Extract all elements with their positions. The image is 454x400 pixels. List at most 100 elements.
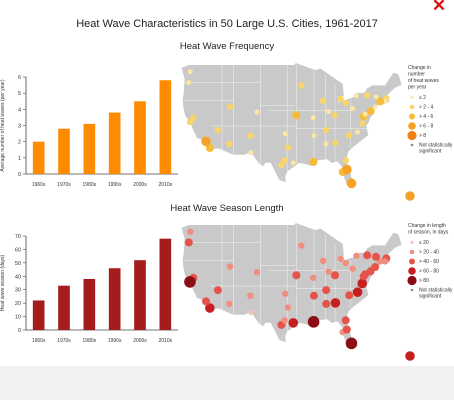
- city-marker: [355, 129, 361, 135]
- legend-ns-label: significant: [419, 149, 442, 155]
- close-icon[interactable]: ✕: [431, 0, 447, 15]
- city-marker: [226, 140, 233, 148]
- legend-item: > 60 - 80: [419, 269, 439, 275]
- y-tick-label: 40: [15, 274, 21, 280]
- legend-ns-swatch: [410, 288, 414, 292]
- city-marker: [325, 268, 332, 275]
- legend-item: > 8: [419, 133, 426, 139]
- x-tick-label: 1970s: [57, 338, 71, 344]
- city-marker: [281, 317, 288, 324]
- city-marker: [281, 157, 288, 164]
- city-marker: [278, 161, 285, 169]
- legend-item: > 2 - 4: [419, 105, 434, 111]
- y-tick-label: 0: [18, 172, 21, 178]
- city-marker: [187, 69, 193, 75]
- city-marker: [331, 271, 340, 280]
- legend-item: > 20 - 40: [419, 250, 439, 256]
- x-tick-label: 1960s: [32, 182, 46, 188]
- city-marker: [284, 304, 292, 311]
- city-marker: [205, 303, 215, 313]
- city-marker: [363, 251, 372, 260]
- city-marker: [248, 150, 254, 156]
- city-marker: [342, 99, 349, 107]
- bar-2000s: [134, 101, 146, 174]
- city-marker: [342, 325, 351, 334]
- y-tick-label: 70: [15, 234, 21, 240]
- city-marker: [310, 274, 317, 282]
- bar-1970s: [58, 285, 70, 330]
- city-marker: [341, 316, 350, 325]
- inset-marker: [405, 351, 415, 361]
- legend-title: Change in: [408, 65, 431, 71]
- legend-ns-label: Not statistically: [419, 143, 453, 149]
- city-marker: [352, 287, 363, 297]
- y-tick-label: 1: [18, 156, 21, 162]
- main-title: Heat Wave Characteristics in 50 Large U.…: [76, 18, 378, 30]
- y-tick-label: 10: [15, 315, 21, 321]
- y-tick-label: 4: [18, 107, 21, 113]
- city-marker: [248, 310, 254, 316]
- city-marker: [184, 238, 193, 247]
- legend-title: number: [408, 72, 425, 78]
- city-marker: [342, 164, 352, 175]
- city-marker: [326, 109, 332, 115]
- city-marker: [201, 136, 211, 147]
- city-marker: [184, 276, 196, 288]
- city-marker: [345, 291, 354, 300]
- city-marker: [345, 132, 353, 139]
- frequency-title: Heat Wave Frequency: [179, 41, 275, 52]
- city-marker: [342, 157, 349, 164]
- bar-1980s: [83, 278, 96, 330]
- y-tick-label: 2: [18, 140, 21, 146]
- bar-1990s: [108, 112, 121, 174]
- legend-swatch: [408, 267, 416, 275]
- city-marker: [337, 95, 344, 103]
- city-marker: [309, 157, 318, 166]
- season-title: Heat Wave Season Length: [170, 203, 284, 214]
- legend-title: of heat waves: [408, 78, 439, 84]
- city-marker: [186, 118, 194, 126]
- city-marker: [371, 252, 380, 261]
- legend-item: ≤ 20: [419, 240, 429, 246]
- city-marker: [357, 278, 367, 289]
- bar-2010s: [159, 238, 172, 330]
- city-marker: [349, 265, 356, 272]
- y-tick-label: 50: [15, 261, 21, 267]
- legend-swatch: [409, 104, 415, 110]
- city-marker: [213, 286, 222, 295]
- x-tick-label: 1990s: [108, 338, 122, 344]
- city-marker: [381, 258, 389, 265]
- city-marker: [309, 291, 318, 300]
- y-tick-label: 0: [18, 328, 21, 334]
- city-marker: [254, 109, 260, 115]
- city-marker: [353, 93, 359, 99]
- y-tick-label: 20: [15, 301, 21, 307]
- city-marker: [226, 263, 234, 270]
- city-marker: [186, 79, 192, 85]
- city-marker: [376, 97, 385, 106]
- city-marker: [363, 92, 371, 99]
- legend-title: per year: [408, 85, 427, 91]
- city-marker: [307, 316, 320, 328]
- y-tick-label: 3: [18, 124, 21, 130]
- x-tick-label: 1990s: [108, 182, 122, 188]
- legend-ns-swatch: [410, 143, 414, 147]
- city-marker: [205, 144, 214, 153]
- city-marker: [226, 300, 233, 308]
- bar-1960s: [32, 300, 45, 330]
- city-marker: [372, 104, 378, 110]
- legend-item: > 4 - 6: [419, 114, 434, 120]
- x-tick-label: 1980s: [83, 338, 97, 344]
- city-marker: [319, 97, 327, 105]
- city-marker: [214, 126, 222, 134]
- city-marker: [323, 126, 330, 134]
- city-marker: [353, 252, 360, 259]
- legend-swatch: [409, 113, 415, 120]
- bar-1970s: [58, 128, 70, 174]
- bar-1980s: [83, 123, 96, 174]
